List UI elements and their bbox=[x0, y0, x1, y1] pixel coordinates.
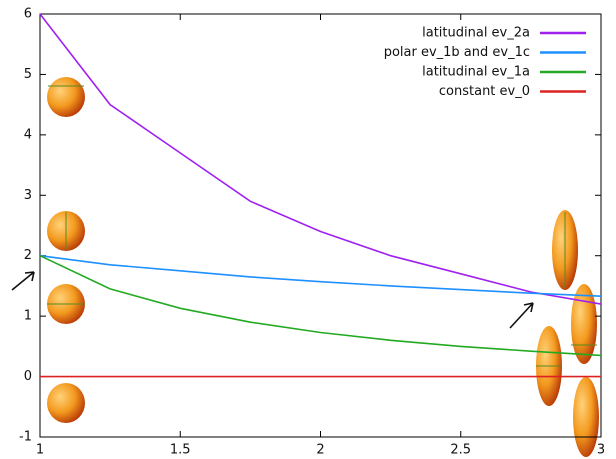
x-tick-label: 3 bbox=[597, 443, 605, 458]
series-line bbox=[39, 13, 602, 305]
y-tick-label: 2 bbox=[24, 248, 32, 263]
decorations bbox=[11, 77, 599, 457]
y-tick-label: 6 bbox=[24, 7, 32, 22]
ellipsoid-icon bbox=[573, 377, 599, 457]
y-tick-label: 4 bbox=[24, 127, 32, 142]
x-tick-label: 2.5 bbox=[450, 443, 471, 458]
y-tick-label: -1 bbox=[19, 430, 32, 445]
x-tick-label: 1 bbox=[36, 443, 44, 458]
sphere-icon bbox=[47, 383, 85, 423]
arrow bbox=[509, 302, 534, 329]
x-tick-label: 2 bbox=[316, 443, 324, 458]
y-tick-label: 3 bbox=[24, 188, 32, 203]
ellipsoid-icon bbox=[571, 284, 597, 364]
y-tick-label: 0 bbox=[24, 369, 32, 384]
legend-label: latitudinal ev_1a bbox=[422, 65, 530, 80]
y-tick-label: 1 bbox=[24, 309, 32, 324]
x-tick-label: 1.5 bbox=[170, 443, 191, 458]
arrow bbox=[11, 271, 35, 291]
series-line bbox=[39, 254, 602, 357]
legend-label: constant ev_0 bbox=[439, 84, 530, 99]
sphere-icon bbox=[47, 77, 85, 117]
legend-label: latitudinal ev_2a bbox=[422, 26, 530, 41]
series-line bbox=[39, 254, 602, 297]
y-tick-label: 5 bbox=[24, 67, 32, 82]
legend-label: polar ev_1b and ev_1c bbox=[384, 45, 530, 60]
